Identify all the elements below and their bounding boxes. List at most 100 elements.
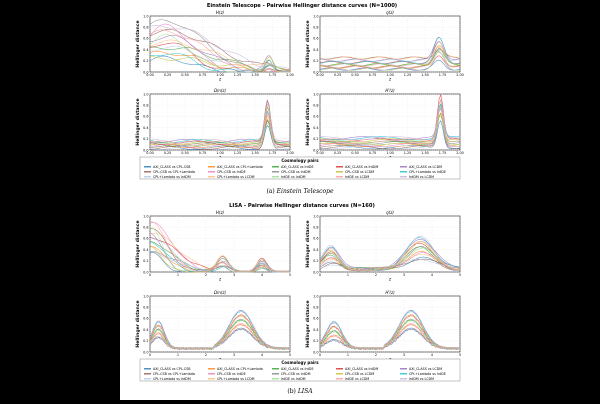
series-line (319, 310, 461, 350)
x-tick-label: 0 (319, 273, 321, 277)
y-tick-label: 0.0 (143, 148, 148, 152)
x-tick-label: 1.25 (404, 73, 412, 77)
x-tick-label: 2 (205, 273, 207, 277)
y-tick-label: 1.0 (143, 214, 148, 218)
y-tick-label: 0.0 (313, 148, 318, 152)
x-tick-label: 2 (375, 353, 377, 357)
panel-lisa-0: 0.0 0.2 0.4 0.6 0.8 1.0 0 1 2 3 4 5 H(z) Hellinger di… (135, 210, 291, 281)
x-tick-label: 1.25 (234, 151, 242, 155)
y-tick-label: 0.6 (313, 237, 318, 241)
panel-et-2: 0.0 0.2 0.4 0.6 0.8 1.0 0.00 0.25 0.50 0.75 1.00 1.… (135, 88, 294, 159)
x-tick-label: 0.25 (164, 73, 172, 77)
y-tick-label: 0.0 (143, 70, 148, 74)
x-tick-label: 1.50 (251, 73, 259, 77)
series-line (149, 251, 291, 273)
x-tick-label: 1 (347, 353, 349, 357)
x-axis-label: z (388, 277, 392, 282)
panel-title: H'(z) (385, 88, 395, 93)
y-tick-label: 0.6 (313, 37, 318, 41)
series-line (319, 241, 461, 270)
legend-title: Cosmology pairs (281, 158, 319, 163)
panel-lisa-2: 0.0 0.2 0.4 0.6 0.8 1.0 0 1 2 3 4 5 Ωm(z) Hellinger d… (135, 290, 291, 361)
x-tick-label: 0.75 (369, 73, 377, 77)
y-tick-label: 0.2 (143, 259, 148, 263)
y-tick-label: 0.0 (313, 350, 318, 354)
y-tick-label: 0.6 (143, 37, 148, 41)
y-tick-label: 0.8 (143, 26, 148, 30)
legend-entry: AXI_CLASS vs LCDM (409, 367, 442, 371)
y-tick-label: 0.2 (313, 59, 318, 63)
series-line (319, 310, 461, 351)
series-line (149, 28, 291, 72)
legend-entry: CPL-CSB vs IntDE (217, 372, 246, 376)
series-line (149, 310, 291, 351)
panel-et-1: 0.0 0.2 0.4 0.6 0.8 1.0 0.00 0.25 0.50 0.75 1.00 1.… (305, 10, 464, 81)
legend-entry: IntDE vs IntDM (281, 175, 306, 179)
x-tick-label: 0 (149, 353, 151, 357)
y-tick-label: 0.2 (143, 59, 148, 63)
series-line (149, 102, 291, 143)
y-tick-label: 0.0 (313, 270, 318, 274)
x-tick-label: 2.00 (456, 151, 464, 155)
y-tick-label: 0.2 (143, 339, 148, 343)
x-tick-label: 0.25 (334, 73, 342, 77)
y-axis-label: Hellinger distance (305, 220, 311, 267)
y-tick-label: 0.8 (313, 26, 318, 30)
legend-entry: CPL-CSB vs CPL+Lambda (153, 170, 195, 174)
series-line (319, 59, 461, 71)
series-line (149, 119, 291, 150)
panel-et-3: 0.0 0.2 0.4 0.6 0.8 1.0 0.00 0.25 0.50 0.75 1.00 1.… (305, 88, 464, 159)
legend-entry: IntDE vs IntDM (281, 377, 306, 381)
legend-entry: CPL-CSB vs IntDE (217, 170, 246, 174)
legend-lisa: Cosmology pairs AXI_CLASS vs CPL-CSB AXI_… (139, 358, 461, 382)
panel-lisa-3: 0.0 0.2 0.4 0.6 0.8 1.0 0 1 2 3 4 5 H'(z) Hellinger d… (305, 290, 461, 361)
legend-entry: AXI_CLASS vs IntDE (281, 367, 314, 371)
panel-title: Ωm(z) (213, 88, 227, 93)
series-line (319, 36, 461, 64)
legend-entry: AXI_CLASS vs CPL+Lambda (217, 165, 263, 169)
x-tick-label: 4 (261, 353, 263, 357)
series-line (149, 227, 290, 273)
series-line (149, 122, 291, 147)
legend-entry: CPL+Lambda vs LCDM (217, 175, 255, 179)
series-line (149, 34, 291, 73)
x-tick-label: 3 (233, 273, 235, 277)
legend-entry: AXI_CLASS vs CPL-CSB (153, 165, 191, 169)
x-tick-label: 0.50 (351, 73, 359, 77)
y-axis-label: Hellinger distance (135, 300, 141, 347)
x-tick-label: 4 (431, 353, 433, 357)
series-line (319, 51, 461, 71)
y-axis-label: Hellinger distance (305, 300, 311, 347)
series-line (149, 39, 291, 73)
series-line (319, 235, 461, 270)
y-tick-label: 0.8 (313, 226, 318, 230)
legend-einstein-telescope: Cosmology pairs AXI_CLASS vs CPL-CSB AXI_… (139, 156, 461, 180)
x-tick-label: 0.50 (181, 73, 189, 77)
series-line (149, 251, 290, 273)
y-axis-label: Hellinger distance (135, 220, 141, 267)
x-tick-label: 0.75 (199, 73, 207, 77)
x-axis-label: z (388, 77, 392, 82)
x-tick-label: 1.50 (251, 151, 259, 155)
series-line (319, 52, 461, 62)
series-line (319, 254, 461, 272)
x-tick-label: 1.25 (234, 73, 242, 77)
figure-b-title: LISA - Pairwise Hellinger distance curve… (229, 203, 375, 209)
series-line (149, 221, 290, 273)
y-tick-label: 0.8 (143, 306, 148, 310)
x-tick-label: 0.75 (369, 151, 377, 155)
x-tick-label: 0.00 (316, 151, 324, 155)
x-tick-label: 1 (347, 273, 349, 277)
y-tick-label: 0.6 (143, 317, 148, 321)
y-tick-label: 0.6 (313, 317, 318, 321)
y-tick-label: 0.2 (313, 259, 318, 263)
series-line (319, 99, 461, 141)
y-tick-label: 0.0 (313, 70, 318, 74)
y-tick-label: 1.0 (313, 214, 318, 218)
legend-entry: IntDM vs LCDM (409, 377, 434, 381)
y-tick-label: 0.2 (313, 339, 318, 343)
x-tick-label: 1.50 (421, 73, 429, 77)
legend-entry: CPL+Lambda vs IntDE (409, 372, 446, 376)
legend-entry: IntDE vs LCDM (345, 377, 369, 381)
x-tick-label: 3 (403, 273, 405, 277)
